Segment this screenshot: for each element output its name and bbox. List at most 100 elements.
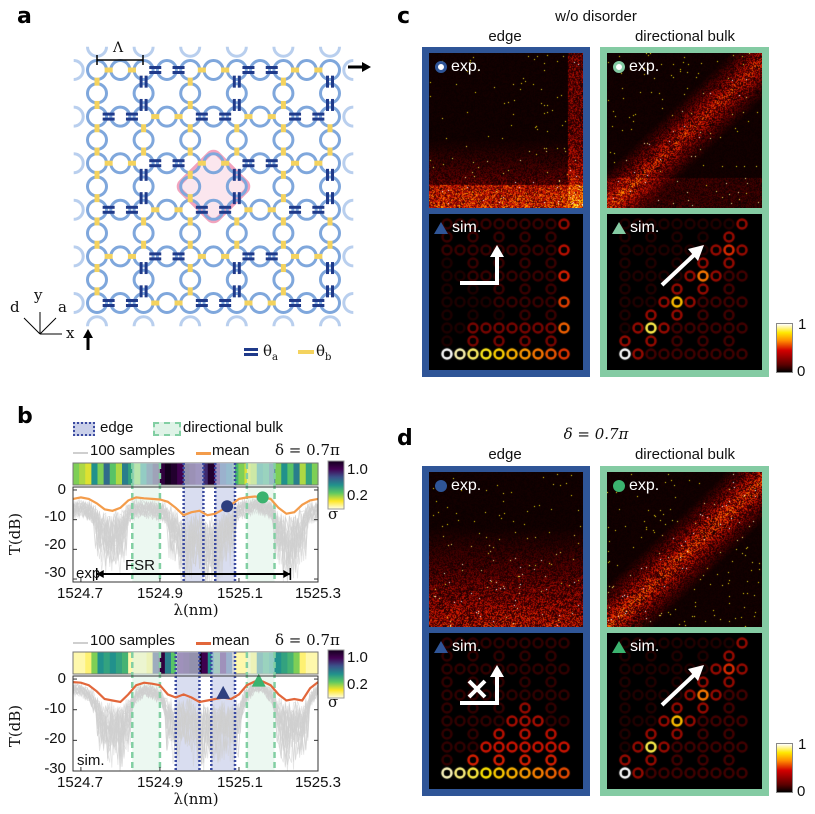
bulk-circle-marker (256, 491, 269, 504)
theta-b-coupler (197, 253, 206, 259)
legend-theta-a: θa (263, 342, 278, 363)
sigma-strip-cell (85, 652, 92, 674)
theta-b-coupler (280, 100, 286, 109)
theta-a-coupler (331, 75, 334, 88)
theta-a-coupler (237, 262, 241, 275)
theta-a-coupler (289, 210, 302, 214)
theta-a-coupler (326, 192, 329, 205)
theta-b-coupler (314, 67, 323, 73)
theta-b-coupler (141, 217, 147, 226)
sigma-strip-cell (97, 463, 105, 485)
theta-a-coupler (289, 117, 302, 121)
sigma-strip-cell (299, 652, 307, 674)
y-tick-label: -10 (44, 700, 66, 717)
edge-corner-arrow-icon (460, 245, 504, 285)
theta-b-coupler (280, 194, 286, 203)
theta-a-coupler (144, 262, 148, 275)
theta-b-coupler (234, 147, 240, 156)
panel-c-title: w/o disorder (555, 8, 637, 25)
d-axis-arrow-icon (23, 317, 41, 335)
theta-a-coupler (139, 98, 143, 111)
panel-c-colorbar (776, 323, 793, 373)
sample-trace (72, 497, 319, 583)
theta-a-coupler (139, 168, 143, 181)
axis-label-y: y (34, 286, 43, 304)
boundary-ring (342, 198, 354, 221)
theta-a-coupler (195, 299, 208, 302)
legend-mean-label: mean (212, 442, 250, 459)
theta-a-coupler (219, 304, 232, 307)
theta-a-coupler (265, 71, 278, 74)
ring-resonator (249, 245, 272, 268)
ring-resonator (225, 175, 248, 198)
sigma-strip-cell (171, 463, 178, 485)
delta-label: δ = 0.7π (275, 441, 340, 459)
theta-b-coupler (244, 300, 253, 306)
sim-label: sim. (452, 219, 482, 236)
theta-a-coupler (125, 299, 138, 302)
sigma-strip-cell (91, 463, 99, 485)
theta-b-coupler (244, 114, 253, 120)
mean-line (72, 680, 319, 704)
theta-b-coupler (280, 264, 286, 273)
legend-samples-line (73, 452, 88, 454)
sigma-strip-cell (85, 463, 92, 485)
panel-d-colorbar (776, 743, 793, 793)
theta-b-coupler (187, 147, 193, 156)
sigma-strip-cell (164, 463, 172, 485)
theta-a-coupler (312, 117, 325, 121)
axis-label-a: a (58, 298, 67, 316)
colorbar-min-label: 0 (797, 783, 806, 800)
sigma-strip-cell (158, 652, 166, 674)
lattice-constant-label: Λ (113, 40, 124, 56)
panel-c-bulk-exp-tag: exp. (613, 58, 659, 76)
x-tick-label: 1525.3 (295, 774, 341, 791)
theta-a-coupler (331, 98, 334, 111)
panel-c-edge-sim-image (429, 214, 583, 370)
sigma-strip-cell (305, 463, 313, 485)
colorbar-min-label: 0 (797, 363, 806, 380)
panel-d-bulk-exp-tag: exp. (613, 477, 659, 495)
theta-b-coupler (141, 124, 147, 133)
sigma-strip-cell (97, 652, 105, 674)
theta-a-coupler (232, 98, 236, 111)
theta-b-coupler (267, 207, 276, 213)
theta-b-coupler (104, 160, 113, 166)
axis-label-x: x (66, 324, 75, 342)
theta-a-coupler (102, 304, 115, 307)
theta-b-coupler (94, 194, 100, 203)
ring-resonator (249, 152, 272, 175)
theta-a-coupler (326, 285, 329, 298)
theta-a-coupler (312, 299, 325, 302)
theta-a-coupler (125, 112, 138, 116)
theta-b-coupler (94, 100, 100, 109)
sigma-strip-cell (73, 652, 80, 674)
theta-a-coupler (242, 164, 255, 168)
theta-a-coupler (265, 257, 278, 261)
theta-b-coupler (327, 124, 333, 133)
theta-b-coupler (197, 160, 206, 166)
theta-a-coupler (144, 75, 148, 88)
sigma-min-label: 0.2 (347, 676, 368, 693)
theta-b-coupler (94, 170, 100, 179)
boundary-ring (73, 245, 85, 268)
y-tick-label: 0 (57, 481, 66, 498)
theta-a-coupler (219, 299, 232, 302)
theta-b-coupler (221, 160, 230, 166)
ring-resonator (155, 59, 178, 81)
theta-b-coupler (314, 160, 323, 166)
theta-b-coupler (151, 114, 160, 120)
exp-label: exp. (629, 477, 660, 494)
theta-a-coupler (219, 210, 232, 214)
theta-a-coupler (242, 252, 255, 256)
ring-resonator (202, 198, 225, 221)
plot-frame (72, 486, 319, 583)
theta-b-coupler (151, 207, 160, 213)
sim-label: sim. (452, 638, 482, 655)
ring-resonator (225, 268, 248, 291)
theta-a-coupler (289, 112, 302, 116)
theta-a-coupler (289, 205, 302, 209)
edge-triangle-icon (434, 641, 448, 653)
theta-a-coupler (125, 205, 138, 209)
theta-a-coupler (326, 75, 329, 88)
